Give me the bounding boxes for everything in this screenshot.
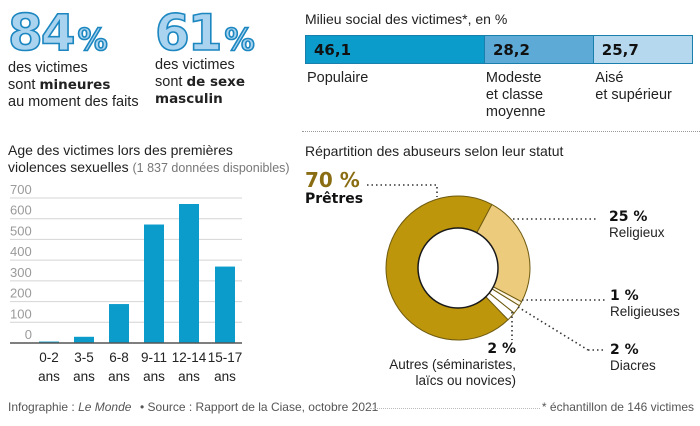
caption-line: des victimes	[8, 60, 88, 76]
social-chart-title: Milieu social des victimes*, en %	[305, 11, 508, 27]
x-tick-label: 3-5	[74, 350, 94, 365]
title-line: violences sexuelles (1 837 données dispo…	[8, 159, 290, 177]
social-segment-2: 25,7	[592, 36, 692, 63]
y-tick-label: 300	[10, 265, 32, 280]
title-text: violences sexuelles	[8, 159, 129, 175]
donut-hole	[417, 227, 499, 309]
label-religieuses: 1 % Religieuses	[610, 288, 680, 320]
abusers-donut-chart	[367, 184, 606, 351]
autres-percent: 2 %	[487, 341, 516, 357]
age-bar-chart: 0 100 200 300 400 500 600 700 0-2 ans 3-5 ans 6-8 ans…	[10, 182, 243, 384]
social-segment-label-1: Modeste et classe moyenne	[486, 70, 546, 121]
y-tick-label: 700	[10, 182, 32, 197]
pretres-label: Prêtres	[305, 191, 364, 207]
caption-bold: de sexe	[186, 74, 246, 90]
y-tick-label: 100	[10, 306, 32, 321]
autres-label-line2: laïcs ou novices)	[415, 373, 516, 388]
section-divider	[302, 131, 700, 132]
caption-line: des victimes	[155, 57, 235, 73]
label-pretres: 70 % Prêtres	[305, 170, 363, 206]
caption-line: sont mineures	[8, 77, 139, 94]
bar-12-14-ans	[179, 204, 199, 343]
age-chart-title: Age des victimes lors des premières viol…	[8, 142, 290, 177]
caption-line: sont de sexe	[155, 74, 245, 91]
leader-diacres	[517, 306, 589, 351]
leader-pretres	[367, 184, 438, 197]
credit-text: Infographie :	[8, 400, 79, 414]
x-tick-label: 0-2	[39, 350, 59, 365]
stat-male-number: 61%	[154, 7, 256, 59]
caption-bold: mineures	[39, 77, 111, 93]
x-tick-label: ans	[143, 369, 165, 384]
label-line: Modeste	[485, 70, 542, 86]
social-stacked-bar: 46,1 28,2 25,7	[305, 35, 693, 64]
label-line: Aisé	[595, 70, 624, 86]
religieux-label: Religieux	[609, 225, 665, 240]
abusers-chart-title: Répartition des abuseurs selon leur stat…	[305, 143, 564, 159]
social-segment-1: 28,2	[483, 36, 593, 63]
title-line: Age des victimes lors des premières	[8, 142, 233, 158]
footer-credit: Infographie : Le Monde	[8, 400, 131, 414]
stat-male-caption: des victimes sont de sexe masculin	[155, 57, 245, 108]
y-tick-label: 200	[10, 286, 32, 301]
label-line: et supérieur	[595, 87, 672, 103]
percent-sign: %	[77, 23, 109, 58]
credit-brand: Le Monde	[78, 400, 132, 414]
social-segment-label-0: Populaire	[307, 70, 368, 87]
religieux-percent: 25 %	[609, 209, 648, 225]
footer-source: • Source : Rapport de la Ciase, octobre …	[140, 400, 379, 414]
bar-9-11-ans	[144, 224, 164, 343]
caption-text: sont	[155, 74, 187, 90]
autres-label-line1: Autres (séminaristes,	[389, 357, 516, 372]
percent-sign: %	[224, 23, 256, 58]
x-tick-label: ans	[108, 369, 130, 384]
bar-15-17-ans	[215, 266, 235, 343]
label-diacres: 2 % Diacres	[610, 342, 656, 374]
caption-line: masculin	[155, 91, 245, 108]
label-religieux: 25 % Religieux	[609, 209, 665, 241]
x-tick-label: ans	[73, 369, 95, 384]
y-tick-label: 0	[25, 327, 32, 342]
diacres-label: Diacres	[610, 358, 656, 373]
caption-text: sont	[8, 77, 40, 93]
bar-3-5-ans	[74, 336, 94, 343]
x-tick-label: ans	[178, 369, 200, 384]
footer-dotted-leader	[370, 408, 540, 409]
social-segment-0: 46,1	[306, 36, 484, 63]
x-tick-label: 12-14	[172, 350, 207, 365]
footer-note: * échantillon de 146 victimes	[541, 400, 694, 414]
stat-minors-number: 84%	[7, 7, 109, 59]
title-note: (1 837 données disponibles)	[132, 161, 290, 175]
pretres-percent: 70 %	[305, 168, 360, 192]
x-tick-label: 6-8	[109, 350, 129, 365]
stat-male-value: 61	[154, 4, 223, 62]
x-tick-label: ans	[38, 369, 60, 384]
stat-minors-caption: des victimes sont mineures au moment des…	[8, 60, 139, 111]
religieuses-label: Religieuses	[610, 304, 680, 319]
y-tick-label: 600	[10, 203, 32, 218]
label-line: moyenne	[485, 104, 546, 120]
religieuses-percent: 1 %	[610, 288, 639, 304]
diacres-percent: 2 %	[610, 342, 639, 358]
x-tick-label: ans	[214, 369, 236, 384]
bar-6-8-ans	[109, 304, 129, 343]
social-segment-label-2: Aisé et supérieur	[595, 70, 672, 104]
label-line: Populaire	[307, 70, 369, 86]
x-tick-label: 15-17	[208, 350, 243, 365]
caption-line: au moment des faits	[8, 94, 139, 110]
caption-bold: masculin	[155, 91, 223, 107]
y-tick-label: 400	[10, 244, 32, 259]
x-tick-label: 9-11	[141, 350, 167, 365]
label-line: et classe	[485, 87, 544, 103]
y-tick-label: 500	[10, 223, 32, 238]
stat-minors-value: 84	[7, 4, 76, 62]
label-autres: 2 % Autres (séminaristes, laïcs ou novic…	[380, 341, 516, 389]
